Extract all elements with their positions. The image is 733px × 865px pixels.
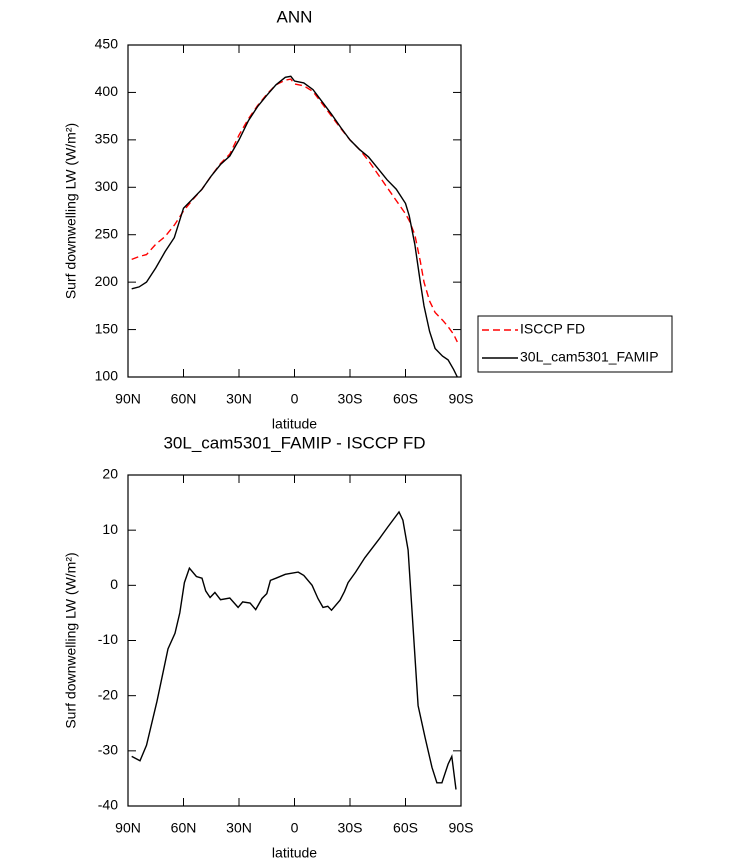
plot-frame — [127, 44, 462, 378]
legend-box — [477, 315, 673, 373]
x-tick-label: 60N — [171, 820, 197, 836]
x-axis-label: latitude — [272, 845, 317, 861]
x-tick-label: 30N — [226, 391, 252, 407]
data-line — [131, 78, 458, 343]
y-tick-label: 10 — [102, 521, 118, 537]
y-axis-label: Surf downwelling LW (W/m²) — [63, 123, 79, 299]
legend-label: 30L_cam5301_FAMIP — [520, 349, 659, 365]
x-axis-label: latitude — [272, 416, 317, 432]
y-tick-label: 400 — [95, 83, 119, 99]
y-tick-label: 350 — [95, 131, 119, 147]
x-tick-label: 0 — [291, 391, 299, 407]
chart-title: ANN — [277, 7, 313, 26]
legend-label: ISCCP FD — [520, 321, 585, 337]
y-tick-label: 20 — [102, 466, 118, 482]
y-tick-label: 450 — [95, 36, 119, 52]
y-tick-label: 150 — [95, 320, 119, 336]
x-tick-label: 0 — [291, 820, 299, 836]
x-tick-label: 60N — [171, 391, 197, 407]
chart-title: 30L_cam5301_FAMIP - ISCCP FD — [163, 433, 425, 452]
x-tick-label: 90S — [449, 820, 474, 836]
y-tick-label: 100 — [95, 368, 119, 384]
y-tick-label: -30 — [98, 742, 118, 758]
data-line — [131, 75, 458, 378]
x-tick-label: 90S — [449, 391, 474, 407]
y-tick-label: -10 — [98, 631, 118, 647]
y-tick-label: 0 — [110, 576, 118, 592]
x-tick-label: 60S — [393, 391, 418, 407]
y-tick-label: 250 — [95, 225, 119, 241]
y-tick-label: -20 — [98, 686, 118, 702]
x-tick-label: 30N — [226, 820, 252, 836]
y-tick-label: 300 — [95, 178, 119, 194]
x-tick-label: 90N — [115, 820, 141, 836]
x-tick-label: 60S — [393, 820, 418, 836]
x-tick-label: 90N — [115, 391, 141, 407]
x-tick-label: 30S — [338, 820, 363, 836]
y-axis-label: Surf downwelling LW (W/m²) — [63, 552, 79, 728]
x-tick-label: 30S — [338, 391, 363, 407]
y-tick-label: 200 — [95, 273, 119, 289]
y-tick-label: -40 — [98, 797, 118, 813]
plot-frame — [127, 474, 462, 807]
data-line — [131, 510, 457, 790]
